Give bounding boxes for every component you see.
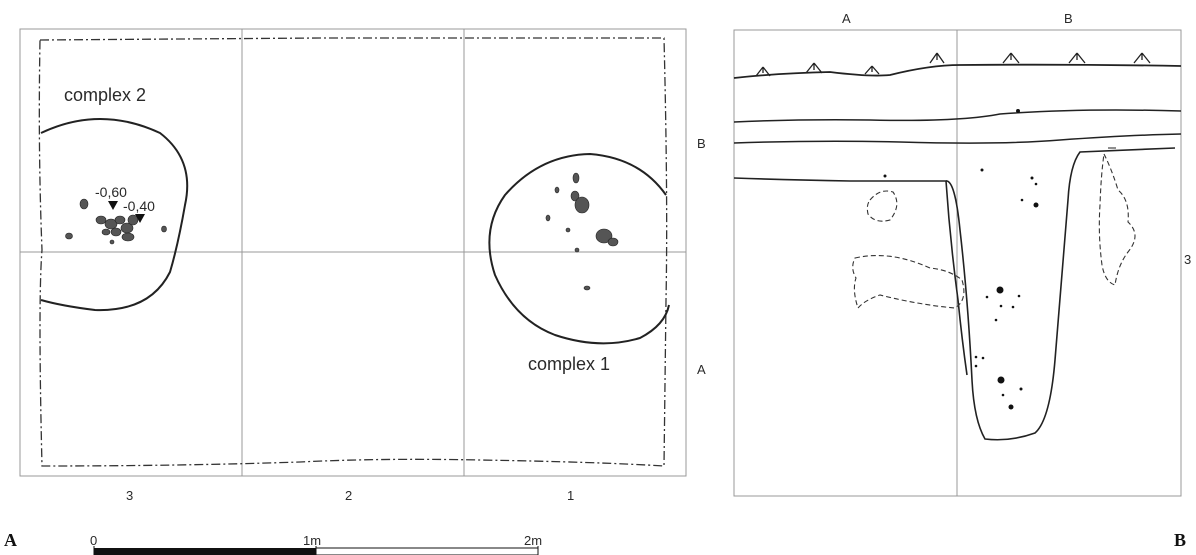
find-dot <box>974 364 978 368</box>
stone <box>570 190 580 202</box>
stone <box>572 172 580 184</box>
scale-tick-1m: 1m <box>303 533 321 548</box>
pit-cut-outline <box>945 147 1176 441</box>
find-dot <box>1020 198 1024 202</box>
grass-mark <box>1133 52 1151 64</box>
scale-tick-2m: 2m <box>524 533 542 548</box>
find-dot <box>985 295 989 299</box>
layer-boundary-2 <box>733 133 1182 144</box>
stone <box>101 228 111 236</box>
find-dot <box>1008 404 1014 410</box>
grass-mark <box>929 52 945 64</box>
stone <box>545 214 551 222</box>
complex-2-stones <box>65 198 167 245</box>
grid-label-b: B <box>697 136 706 151</box>
scale-bar-white-segment <box>315 547 539 555</box>
grid-label-a: A <box>697 362 706 377</box>
section-label-3: 3 <box>1184 252 1191 267</box>
complex-2-label: complex 2 <box>64 85 146 105</box>
grid-label-1: 1 <box>567 488 574 503</box>
stone <box>161 225 167 233</box>
scale-bar-black-segment <box>94 548 316 555</box>
vegetation-marks <box>755 52 1151 77</box>
section-label-a: A <box>842 11 851 26</box>
stone <box>110 227 122 237</box>
complex-2-outline <box>40 118 189 312</box>
grass-mark <box>1068 52 1086 64</box>
panel-label-a: A <box>4 530 17 550</box>
stone <box>95 215 107 225</box>
find-dot <box>996 286 1004 294</box>
find-dot <box>1001 393 1005 397</box>
stone <box>595 228 613 244</box>
find-dot <box>1017 294 1021 298</box>
panel-label-b: B <box>1174 530 1186 550</box>
grass-mark <box>755 66 771 77</box>
dashed-lens-small <box>866 190 898 222</box>
find-dot <box>1034 182 1038 186</box>
find-dot <box>974 355 978 359</box>
scale-bar: 0 1m 2m <box>90 533 542 555</box>
stone <box>65 232 73 240</box>
dashed-lens-large <box>852 255 965 310</box>
stone <box>554 186 560 194</box>
section-finds <box>883 109 1039 410</box>
complex-1-label: complex 1 <box>528 354 610 374</box>
grass-mark <box>1002 52 1020 64</box>
stone <box>574 247 580 253</box>
find-dot <box>1019 387 1023 391</box>
find-dot <box>1033 202 1039 208</box>
grass-mark <box>805 62 823 74</box>
left-fill-boundary <box>733 177 968 376</box>
stone <box>574 196 590 214</box>
plan-panel: complex 2 complex 1 -0,60 -0,40 3 2 1 B … <box>4 28 706 550</box>
stone <box>121 232 135 242</box>
find-dot <box>1016 109 1020 113</box>
section-label-b: B <box>1064 11 1073 26</box>
depth-marker-060 <box>108 201 118 210</box>
complex-1-stones <box>545 172 619 291</box>
complex-1-outline <box>488 152 670 345</box>
dashed-lens-right <box>1098 152 1136 286</box>
find-dot <box>883 174 887 178</box>
find-dot <box>999 304 1003 308</box>
find-dot <box>1011 305 1015 309</box>
scale-tick-0: 0 <box>90 533 97 548</box>
layer-boundary-1 <box>733 109 1182 123</box>
surface-line <box>733 63 1182 79</box>
grass-mark <box>864 65 880 75</box>
grid-label-2: 2 <box>345 488 352 503</box>
stone <box>104 218 118 230</box>
find-dot <box>994 318 998 322</box>
section-panel: A B 3 B <box>733 11 1191 550</box>
stone <box>127 214 139 226</box>
grid-label-3: 3 <box>126 488 133 503</box>
find-dot <box>981 356 985 360</box>
excavation-boundary <box>38 37 668 467</box>
find-dot <box>1030 176 1034 180</box>
stone <box>565 227 571 233</box>
stone <box>109 239 115 245</box>
depth-label-040: -0,40 <box>123 198 155 214</box>
stone <box>79 198 89 210</box>
stone <box>607 237 619 247</box>
stone <box>583 285 591 291</box>
depth-label-060: -0,60 <box>95 184 127 200</box>
stone <box>114 215 126 225</box>
find-dot <box>997 376 1005 384</box>
depth-marker-040 <box>135 214 145 223</box>
find-dot <box>980 168 984 172</box>
